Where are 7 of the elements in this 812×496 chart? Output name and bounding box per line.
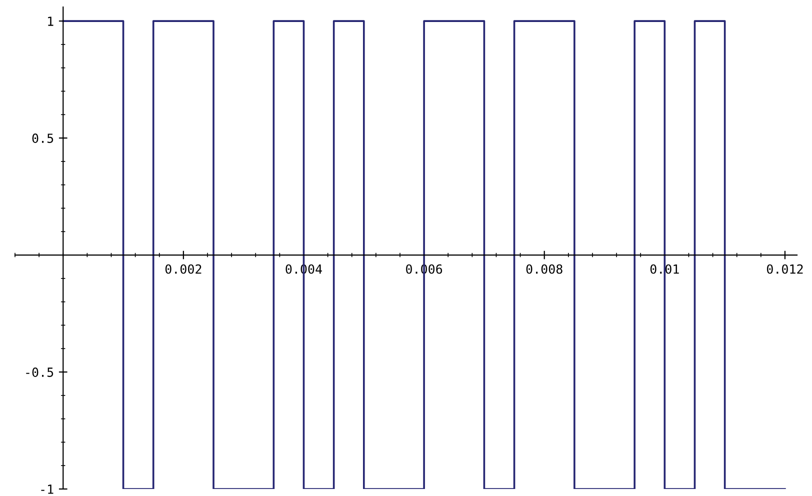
x-tick-label: 0.008 bbox=[526, 264, 562, 274]
y-tick-label: -1 bbox=[41, 484, 54, 494]
x-tick-label: 0.012 bbox=[766, 264, 803, 274]
y-tick-label: 0.5 bbox=[32, 134, 54, 143]
y-tick-label: 1 bbox=[48, 16, 54, 26]
y-tick-label: -0.5 bbox=[26, 368, 54, 377]
x-tick-label: 0.002 bbox=[165, 264, 202, 274]
